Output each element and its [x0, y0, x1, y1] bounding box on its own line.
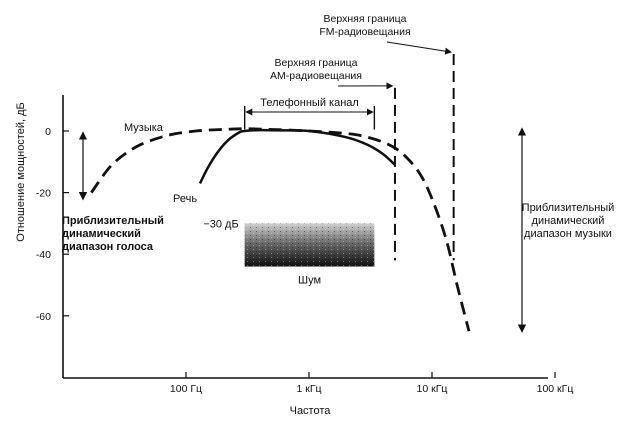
y-axis-title: Отношение мощностей, дБ: [15, 102, 27, 241]
phone-channel-frame: [243, 106, 376, 130]
series-speech-label: Речь: [173, 193, 197, 205]
x-tick-label-3: 100 кГц: [537, 383, 574, 395]
noise-level-label: −30 дБ: [203, 218, 238, 230]
x-tick-label-0: 100 Гц: [170, 383, 202, 395]
noise-texture: [244, 223, 375, 267]
noise-label: Шум: [298, 275, 321, 287]
y-tick-label-1: -20: [36, 188, 51, 200]
y-tick-label-2: -40: [36, 249, 51, 261]
am-limit-label: Верхняя граница АМ-радиовещания: [270, 57, 362, 82]
fm-limit-pointer: [386, 41, 453, 55]
series-speech-line: [198, 128, 396, 184]
music-range-label: Приблизительный динамический диапазон музы…: [522, 202, 615, 240]
phone-channel-label: Телефонный канал: [260, 97, 359, 109]
series-music-label: Музыка: [124, 122, 164, 134]
y-tick-label-0: 0: [45, 126, 51, 138]
voice-range-label: Приблизительный динамический диапазон голо…: [62, 215, 164, 253]
fm-limit-label: Верхняя граница FM-радиовещания: [319, 13, 410, 38]
y-tick-label-3: -60: [36, 311, 51, 323]
x-tick-label-2: 10 кГц: [417, 383, 448, 395]
x-axis-title: Частота: [290, 405, 332, 417]
x-tick-label-1: 1 кГц: [296, 383, 321, 395]
